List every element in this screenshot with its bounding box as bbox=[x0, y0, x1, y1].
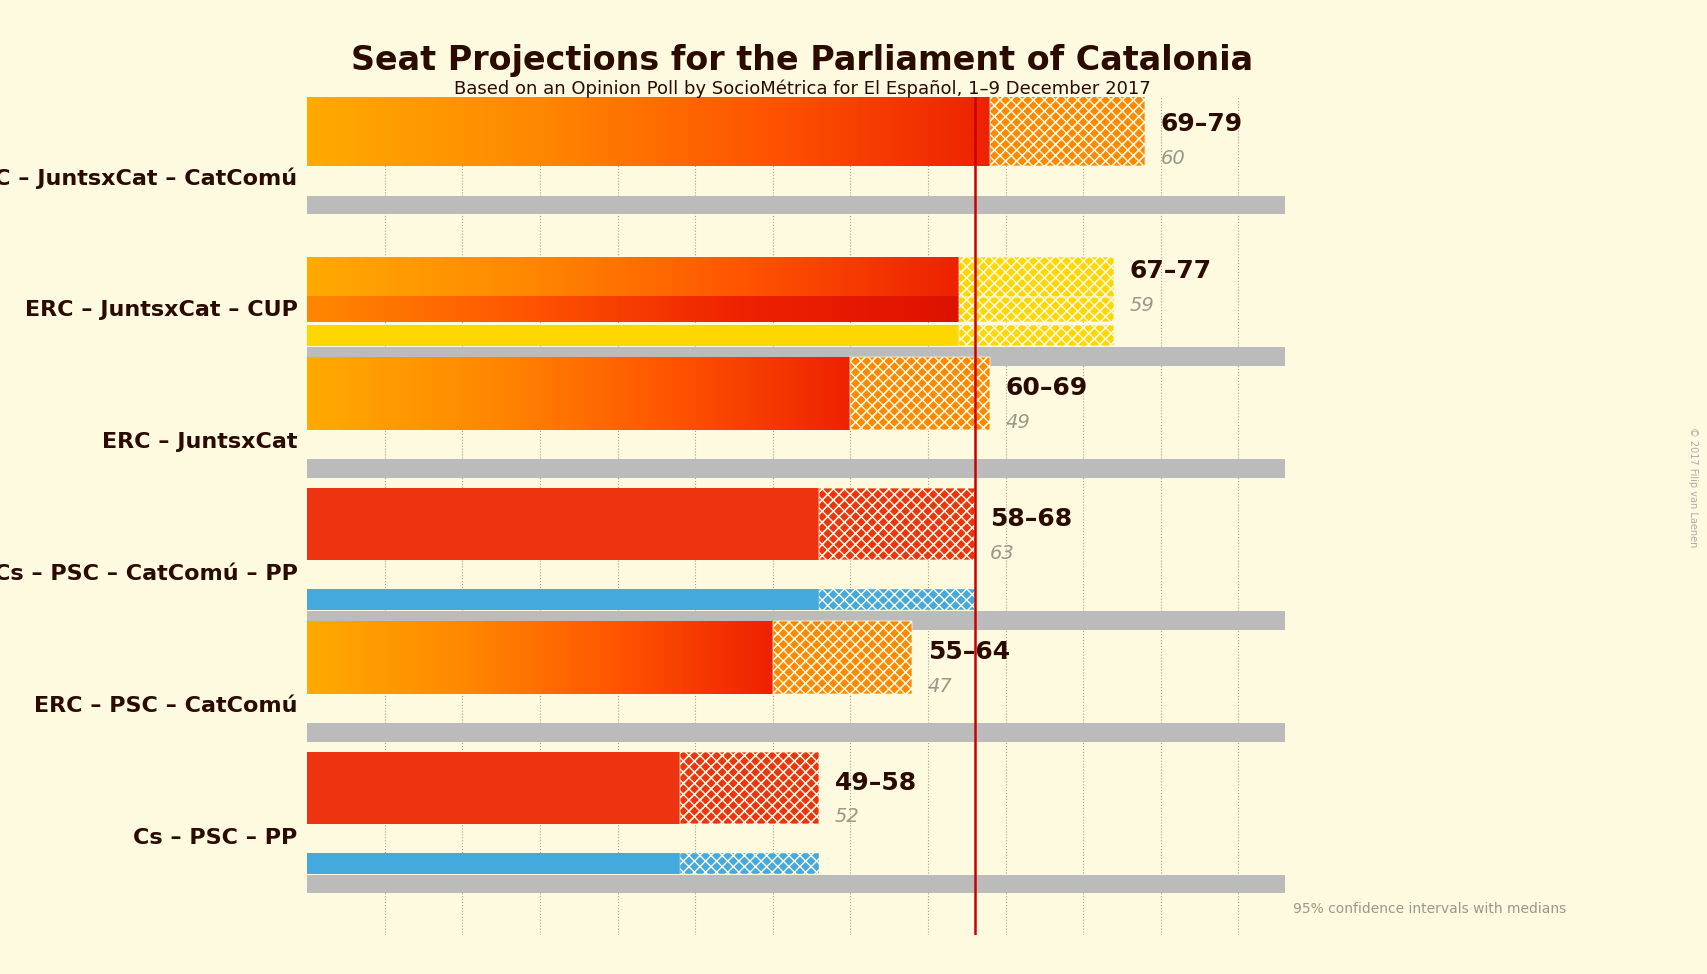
Bar bbox=[773, 621, 913, 693]
Bar bbox=[307, 460, 1285, 478]
Bar bbox=[959, 325, 1115, 346]
Text: © 2017 Filip van Laenen: © 2017 Filip van Laenen bbox=[1688, 427, 1698, 547]
Text: 52: 52 bbox=[835, 807, 860, 827]
Text: 47: 47 bbox=[929, 677, 953, 695]
Bar bbox=[307, 852, 725, 874]
Text: 60: 60 bbox=[1161, 149, 1185, 169]
Bar bbox=[679, 752, 819, 824]
Text: 58–68: 58–68 bbox=[990, 506, 1072, 531]
Text: 49: 49 bbox=[1005, 413, 1031, 432]
Bar bbox=[679, 852, 819, 874]
Bar bbox=[307, 752, 679, 824]
Text: 49–58: 49–58 bbox=[835, 770, 917, 795]
Text: 67–77: 67–77 bbox=[1130, 259, 1212, 283]
Bar bbox=[307, 348, 1285, 366]
Text: 63: 63 bbox=[990, 543, 1014, 563]
Bar bbox=[959, 297, 1115, 322]
Bar bbox=[959, 325, 1115, 346]
Bar bbox=[307, 875, 1285, 893]
Text: 59: 59 bbox=[1130, 296, 1154, 316]
Text: Seat Projections for the Parliament of Catalonia: Seat Projections for the Parliament of C… bbox=[352, 44, 1253, 77]
Bar bbox=[307, 196, 1285, 214]
Bar bbox=[307, 588, 896, 610]
Bar bbox=[819, 488, 975, 560]
Bar bbox=[959, 257, 1115, 297]
Bar bbox=[850, 357, 990, 430]
Text: 60–69: 60–69 bbox=[1005, 376, 1087, 400]
Bar bbox=[307, 488, 819, 560]
Bar bbox=[819, 488, 975, 560]
Text: 69–79: 69–79 bbox=[1161, 112, 1243, 136]
Bar bbox=[307, 724, 1285, 742]
Bar bbox=[307, 612, 1285, 629]
Bar bbox=[773, 621, 913, 693]
Bar bbox=[990, 94, 1145, 166]
Bar bbox=[307, 325, 959, 346]
Text: Based on an Opinion Poll by SocioMétrica for El Español, 1–9 December 2017: Based on an Opinion Poll by SocioMétrica… bbox=[454, 80, 1151, 98]
Text: 55–64: 55–64 bbox=[929, 640, 1011, 664]
Bar bbox=[959, 257, 1115, 297]
Bar bbox=[990, 94, 1145, 166]
Bar bbox=[959, 297, 1115, 322]
Text: 95% confidence intervals with medians: 95% confidence intervals with medians bbox=[1292, 902, 1565, 916]
Bar bbox=[819, 588, 975, 610]
Bar bbox=[679, 752, 819, 824]
Bar bbox=[850, 357, 990, 430]
